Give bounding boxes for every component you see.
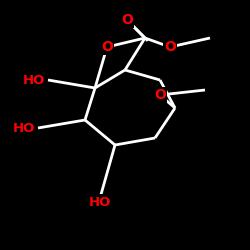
Text: O: O <box>154 88 166 102</box>
Text: HO: HO <box>89 196 111 208</box>
Text: HO: HO <box>22 74 45 86</box>
Text: O: O <box>121 13 133 27</box>
Text: HO: HO <box>12 122 35 134</box>
Text: O: O <box>101 40 113 54</box>
Text: O: O <box>164 40 176 54</box>
